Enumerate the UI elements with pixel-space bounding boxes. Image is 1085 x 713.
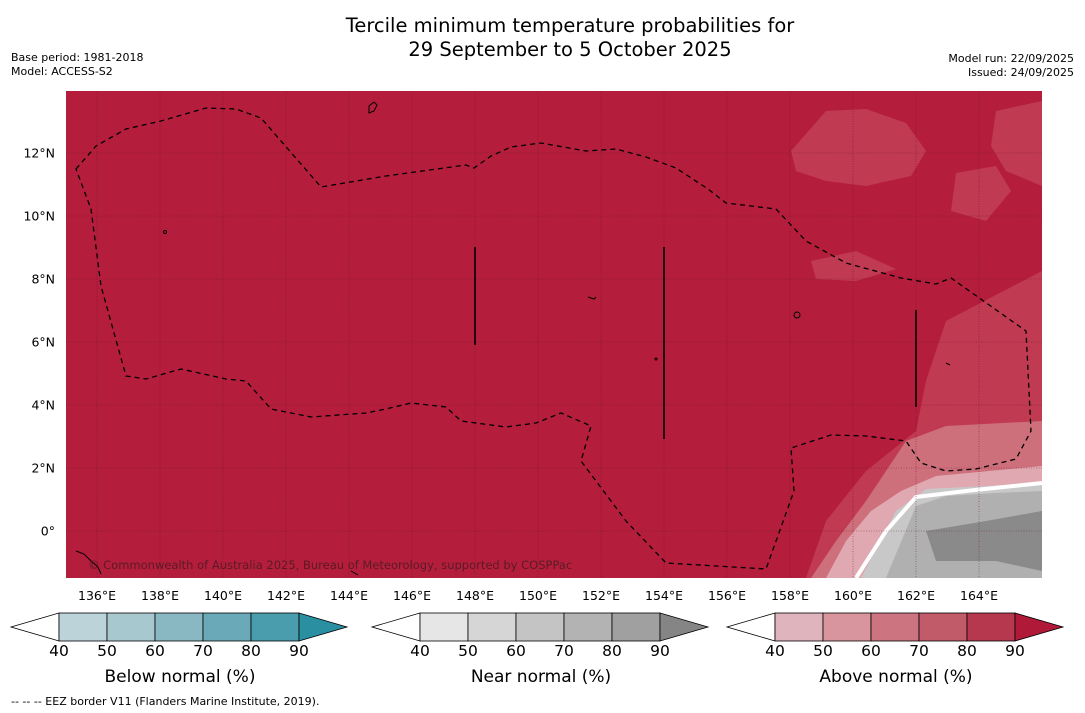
x-tick-160e: 160°E bbox=[833, 588, 873, 603]
above-swatch bbox=[918, 612, 968, 642]
y-tick-10n: 10°N bbox=[23, 208, 55, 224]
island bbox=[75, 550, 102, 575]
map-graphic bbox=[66, 91, 1042, 578]
island bbox=[793, 311, 801, 319]
colorbar-tick: 60 bbox=[145, 642, 165, 660]
issued-date: Issued: 24/09/2025 bbox=[967, 66, 1074, 79]
colorbar-tick: 80 bbox=[241, 642, 261, 660]
colorbar-above-normal: 40 50 60 70 80 90 Above normal (%) bbox=[726, 610, 1066, 690]
title-line-1: Tercile minimum temperature probabilitie… bbox=[345, 14, 795, 37]
x-tick-136e: 136°E bbox=[77, 588, 117, 603]
island bbox=[654, 357, 658, 361]
y-tick-2n: 2°N bbox=[31, 460, 55, 476]
title-line-2: 29 September to 5 October 2025 bbox=[408, 38, 732, 61]
y-tick-8n: 8°N bbox=[31, 271, 55, 287]
x-tick-150e: 150°E bbox=[518, 588, 558, 603]
model-run: Model run: 22/09/2025 bbox=[948, 52, 1074, 65]
base-period: Base period: 1981-2018 bbox=[11, 51, 144, 64]
x-tick-148e: 148°E bbox=[455, 588, 495, 603]
colorbar-tick: 60 bbox=[861, 642, 881, 660]
colorbar-tick: 80 bbox=[957, 642, 977, 660]
above-swatch bbox=[822, 612, 872, 642]
near-70-area bbox=[926, 511, 1042, 571]
copyright-notice: © Commonwealth of Australia 2025, Bureau… bbox=[88, 558, 573, 572]
y-tick-0: 0° bbox=[40, 523, 55, 539]
above-swatch bbox=[774, 612, 824, 642]
x-tick-140e: 140°E bbox=[203, 588, 243, 603]
near-swatch bbox=[467, 612, 517, 642]
colorbar-tick: 90 bbox=[289, 642, 309, 660]
near-swatch bbox=[563, 612, 613, 642]
colorbar-tick: 60 bbox=[506, 642, 526, 660]
colorbar-label-near: Near normal (%) bbox=[470, 667, 612, 687]
below-swatch bbox=[154, 612, 204, 642]
y-tick-6n: 6°N bbox=[31, 334, 55, 350]
x-tick-162e: 162°E bbox=[896, 588, 936, 603]
colorbar-tick: 90 bbox=[1005, 642, 1025, 660]
islands bbox=[75, 101, 951, 576]
colorbar-below-normal: 40 50 60 70 80 90 Below normal (%) bbox=[10, 610, 350, 690]
colorbar-tick: 50 bbox=[813, 642, 833, 660]
y-tick-12n: 12°N bbox=[23, 145, 55, 161]
colorbar-above-graphic bbox=[726, 612, 1065, 642]
eez-border bbox=[75, 107, 1032, 570]
model-name: Model: ACCESS-S2 bbox=[11, 65, 113, 78]
x-tick-156e: 156°E bbox=[707, 588, 747, 603]
above-swatch bbox=[966, 612, 1016, 642]
island bbox=[587, 296, 597, 300]
y-tick-4n: 4°N bbox=[31, 397, 55, 413]
below-swatch bbox=[58, 612, 108, 642]
above-50-patch bbox=[791, 109, 926, 186]
above-50-patch bbox=[951, 166, 1011, 221]
colorbar-tick: 40 bbox=[49, 642, 69, 660]
footnote: -- -- -- EEZ border V11 (Flanders Marine… bbox=[11, 695, 320, 708]
near-low-extension bbox=[371, 612, 421, 642]
island bbox=[163, 230, 167, 234]
chart-title: Tercile minimum temperature probabilitie… bbox=[270, 14, 870, 62]
above-low-extension bbox=[726, 612, 776, 642]
colorbar-tick: 90 bbox=[650, 642, 670, 660]
x-tick-144e: 144°E bbox=[329, 588, 369, 603]
x-tick-152e: 152°E bbox=[581, 588, 621, 603]
colorbar-tick: 70 bbox=[554, 642, 574, 660]
x-tick-146e: 146°E bbox=[392, 588, 432, 603]
near-swatch bbox=[611, 612, 661, 642]
colorbar-tick: 40 bbox=[410, 642, 430, 660]
above-swatch bbox=[870, 612, 920, 642]
x-tick-154e: 154°E bbox=[644, 588, 684, 603]
meta-right: Model run: 22/09/2025 Issued: 24/09/2025 bbox=[948, 52, 1074, 80]
island bbox=[368, 101, 378, 114]
x-tick-142e: 142°E bbox=[266, 588, 306, 603]
colorbar-tick: 50 bbox=[458, 642, 478, 660]
x-tick-138e: 138°E bbox=[140, 588, 180, 603]
below-high-extension bbox=[298, 612, 349, 642]
above-50-patch bbox=[811, 251, 896, 281]
colorbar-label-above: Above normal (%) bbox=[819, 667, 973, 687]
graticule bbox=[66, 91, 1042, 578]
near-high-extension bbox=[659, 612, 710, 642]
colorbar-label-below: Below normal (%) bbox=[104, 667, 256, 687]
below-swatch bbox=[250, 612, 300, 642]
colorbar-near-normal: 40 50 60 70 80 90 Near normal (%) bbox=[371, 610, 711, 690]
colorbar-tick: 40 bbox=[765, 642, 785, 660]
x-tick-158e: 158°E bbox=[770, 588, 810, 603]
near-swatch bbox=[515, 612, 565, 642]
below-swatch bbox=[106, 612, 156, 642]
colorbar-tick: 80 bbox=[602, 642, 622, 660]
island bbox=[350, 570, 359, 576]
above-50-patch bbox=[991, 101, 1042, 186]
below-swatch bbox=[202, 612, 252, 642]
x-tick-164e: 164°E bbox=[959, 588, 999, 603]
near-swatch bbox=[419, 612, 469, 642]
colorbar-near-graphic bbox=[371, 612, 710, 642]
colorbar-tick: 70 bbox=[193, 642, 213, 660]
island bbox=[945, 362, 951, 366]
above-high-extension bbox=[1014, 612, 1065, 642]
map-panel: © Commonwealth of Australia 2025, Bureau… bbox=[66, 91, 1042, 578]
below-low-extension bbox=[10, 612, 60, 642]
meta-left: Base period: 1981-2018 Model: ACCESS-S2 bbox=[11, 51, 143, 79]
colorbar-below-graphic bbox=[10, 612, 349, 642]
colorbar-tick: 50 bbox=[97, 642, 117, 660]
colorbar-tick: 70 bbox=[909, 642, 929, 660]
